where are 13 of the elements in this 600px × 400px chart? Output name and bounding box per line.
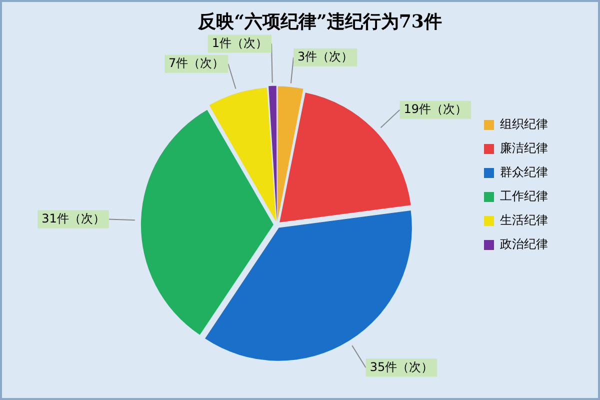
data-label: 1件（次） bbox=[212, 36, 268, 50]
data-label: 31件（次） bbox=[42, 211, 105, 226]
legend-label: 廉洁纪律 bbox=[500, 141, 548, 156]
legend-label: 生活纪律 bbox=[500, 213, 548, 228]
legend-label: 政治纪律 bbox=[500, 237, 548, 252]
data-label: 19件（次） bbox=[404, 102, 468, 116]
data-label: 3件（次） bbox=[297, 50, 354, 64]
data-label: 7件（次） bbox=[168, 56, 224, 70]
data-label: 35件（次） bbox=[370, 360, 434, 374]
legend-label: 工作纪律 bbox=[500, 189, 548, 204]
legend-label: 群众纪律 bbox=[500, 165, 548, 180]
legend-label: 组织纪律 bbox=[500, 117, 548, 132]
chart-title: 反映“六项纪律”违纪行为73件 bbox=[197, 11, 442, 32]
